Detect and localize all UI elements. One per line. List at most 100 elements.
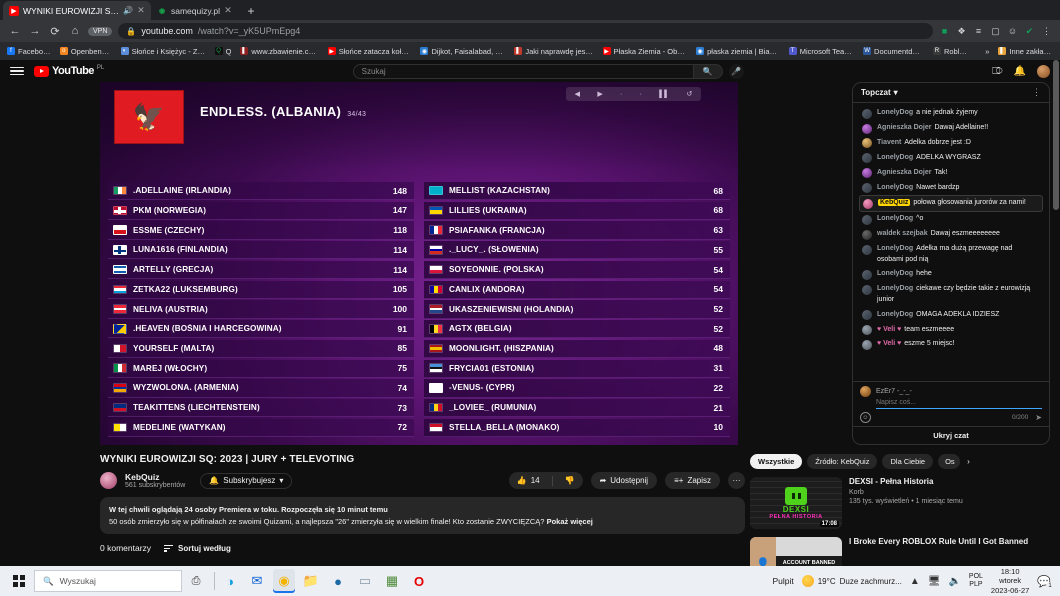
chip-dla-ciebie[interactable]: Dla Ciebie [882, 454, 934, 469]
keyboard-language-indicator[interactable]: POL PLP [969, 573, 983, 588]
network-icon[interactable]: 🖥 [927, 575, 941, 587]
sync-check-icon[interactable]: ✔ [1025, 25, 1034, 36]
search-input[interactable]: Szukaj [352, 63, 693, 79]
chrome-icon[interactable]: ◉ [273, 569, 295, 593]
prev-icon[interactable]: ◀ [574, 91, 581, 98]
other-bookmarks-folder[interactable]: ▌ Inne zakładki [998, 47, 1053, 56]
bookmark-item[interactable]: ▌ Jaki naprawdę jest... [514, 47, 594, 56]
desktop-label[interactable]: Pulpit [772, 576, 794, 586]
chip-zrodlo-kebquiz[interactable]: Źródło: KebQuiz [807, 454, 878, 469]
recommended-video-item[interactable]: 👤 ACCOUNT BANNED I Broke Every ROBLOX Ru… [750, 537, 1050, 566]
tab-mute-icon[interactable]: 🔊 [123, 6, 133, 15]
notifications-bell-icon[interactable]: 🔔 [1013, 65, 1026, 77]
search-box[interactable]: Szukaj 🔍 [352, 63, 723, 79]
puzzle-extension-icon[interactable]: ❖ [957, 25, 966, 36]
address-bar[interactable]: 🔒 youtube.com/watch?v=_yK5UPmEpg4 [118, 23, 933, 39]
chip-partial[interactable]: Os [938, 454, 961, 469]
bookmark-item[interactable]: o Openbenefit [59, 47, 112, 56]
browser-menu-icon[interactable]: ⋮ [1042, 25, 1051, 36]
bookmark-item[interactable]: f Facebook [7, 47, 51, 56]
voice-search-icon[interactable]: 🎤 [728, 63, 744, 79]
guide-menu-icon[interactable] [10, 66, 24, 76]
reading-list-icon[interactable]: ≡ [975, 26, 982, 36]
account-avatar[interactable] [1037, 64, 1050, 78]
like-button[interactable]: 👍 14 [509, 472, 548, 489]
bookmark-item[interactable]: ◐ Słońce i Księżyc - Zr... [120, 47, 206, 56]
bookmarks-overflow-button[interactable]: » [985, 47, 989, 56]
chat-menu-icon[interactable]: ⋮ [1032, 87, 1041, 97]
bookmark-item[interactable]: W Documentdocx [863, 47, 924, 56]
bookmark-item[interactable]: ▶ Płaska Ziemia - Obs... [602, 46, 688, 56]
hide-chat-button[interactable]: Ukryj czat [853, 426, 1049, 444]
forward-icon[interactable]: → [29, 25, 41, 37]
chip-wszystkie[interactable]: Wszystkie [750, 454, 803, 469]
notification-center-icon[interactable]: 💬 1 [1037, 575, 1054, 590]
browser-tab-youtube[interactable]: ▶ WYNIKI EUROWIZJI SQ: 202... 🔊 ✕ [3, 1, 151, 20]
chat-message-input[interactable]: Napisz coś... [876, 399, 1042, 409]
volume-icon[interactable]: 🔈 [948, 575, 961, 587]
video-description[interactable]: W tej chwili oglądają 24 osoby Premiera … [100, 497, 745, 535]
home-icon[interactable]: ⌂ [71, 25, 79, 37]
opera-icon[interactable]: O [413, 573, 425, 589]
chat-avatar [862, 108, 872, 119]
reset-icon[interactable]: ↺ [686, 91, 693, 98]
tab-close-icon[interactable]: ✕ [137, 5, 145, 15]
task-view-icon[interactable]: ⎙ [191, 574, 201, 587]
scrollbar-thumb[interactable] [1053, 60, 1059, 210]
profile-icon[interactable]: ☺ [1007, 26, 1018, 36]
file-explorer-icon[interactable]: 📁 [302, 573, 320, 588]
show-more-link[interactable]: Pokaż więcej [546, 516, 593, 526]
bookmark-item[interactable]: ◉ Dijkot, Faisalabad, P... [420, 47, 505, 56]
minecraft-icon[interactable]: ▦ [385, 573, 399, 588]
reload-icon[interactable]: ⟳ [50, 25, 60, 38]
browser-tab-samequizy[interactable]: ◉ samequizy.pl ✕ [151, 1, 238, 20]
sidebar-icon[interactable]: ▢ [991, 25, 1000, 36]
edge-icon[interactable]: ◑ [226, 573, 234, 589]
bookmark-item[interactable]: ▌ www.zbawienie.co... [240, 47, 319, 56]
tray-overflow-icon[interactable]: ▲ [909, 575, 920, 587]
tab-close-icon[interactable]: ✕ [224, 5, 232, 15]
scoreboard-control-bar[interactable]: ◀ ▶ · · ▌▌ ↺ [566, 87, 701, 101]
emoji-picker-icon[interactable]: ☺ [860, 412, 871, 423]
start-button[interactable] [4, 566, 34, 596]
bookmark-item[interactable]: ▶ Słońce zatacza koło... [327, 47, 411, 56]
dot-icon-b[interactable]: · [639, 90, 642, 98]
video-player[interactable]: 🦅 ENDLESS. (ALBANIA) 34/43 ◀ ▶ · · ▌▌ ↺ [100, 82, 738, 445]
new-tab-button[interactable]: + [247, 4, 255, 18]
taskbar-search-input[interactable]: 🔍 Wyszukaj [34, 570, 182, 592]
page-scrollbar[interactable] [1051, 60, 1060, 566]
chat-mode-selector[interactable]: Topczat ▾ [861, 88, 898, 97]
weather-widget[interactable]: 19°C Duze zachmurz... [801, 575, 902, 587]
bookmark-item[interactable]: T Microsoft Teams [788, 47, 854, 56]
shield-extension-icon[interactable]: ■ [941, 26, 948, 36]
sort-comments-button[interactable]: Sortuj według [164, 544, 231, 553]
share-button[interactable]: ➦ Udostępnij [590, 472, 658, 489]
photos-icon[interactable]: ▭ [358, 573, 372, 588]
bookmark-item[interactable]: R Roblox [932, 47, 967, 56]
youtube-logo[interactable]: YouTube PL [34, 65, 104, 77]
mail-icon[interactable]: ✉ [251, 573, 263, 588]
next-icon[interactable]: ▶ [597, 91, 603, 98]
chips-next-icon[interactable]: › [967, 457, 970, 466]
clock-widget[interactable]: 18:10 wtorek 2023-06-27 [991, 567, 1029, 595]
send-message-icon[interactable]: ➤ [1035, 413, 1042, 422]
bookmark-label: Płaska Ziemia - Obs... [613, 46, 688, 56]
chat-message-list[interactable]: LonelyDog a nie jednak żyjemy Agnieszka D… [853, 103, 1049, 381]
create-video-icon[interactable]: ⎄ [991, 65, 1003, 77]
channel-name[interactable]: KebQuiz [125, 472, 160, 482]
dislike-button[interactable]: 👎 [557, 472, 583, 489]
chat-user-avatar[interactable] [860, 386, 871, 397]
channel-avatar[interactable] [100, 472, 117, 489]
pause-icon[interactable]: ▌▌ [659, 90, 670, 98]
more-actions-button[interactable]: ··· [728, 472, 745, 489]
search-button[interactable]: 🔍 [692, 63, 723, 79]
recommended-video-item[interactable]: DEXSI PEŁNA HISTORIA 17:08 DEXSI - Pełna… [750, 477, 1050, 529]
bookmark-item[interactable]: ◉ płaska ziemia | Bian... [696, 47, 780, 56]
subscribe-button[interactable]: 🔔 Subskrybujesz ▾ [200, 472, 293, 489]
vpn-indicator[interactable]: VPN [88, 26, 113, 36]
dot-icon-a[interactable]: · [619, 90, 623, 98]
save-button[interactable]: ≡+ Zapisz [665, 472, 720, 489]
back-icon[interactable]: ← [9, 25, 21, 37]
steam-icon[interactable]: ● [334, 573, 342, 589]
